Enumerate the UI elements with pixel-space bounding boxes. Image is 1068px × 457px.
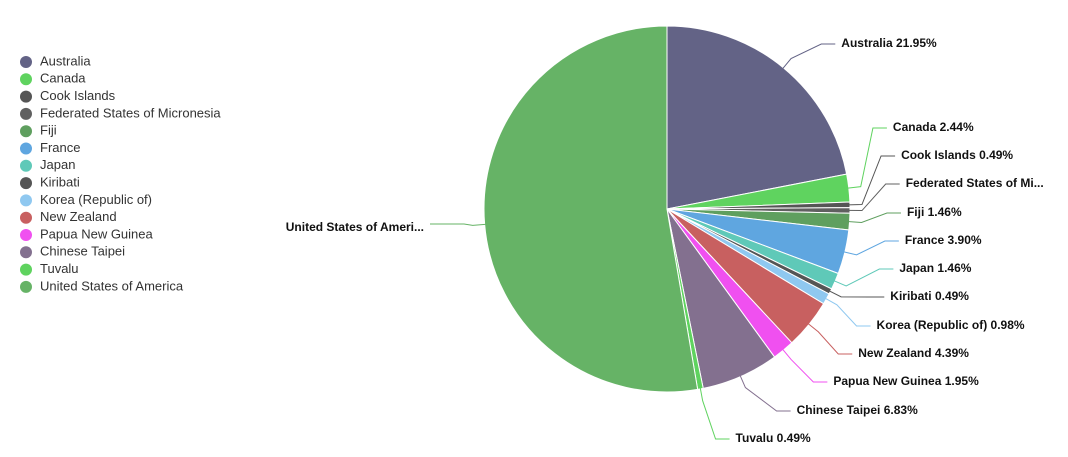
legend-marker: [20, 159, 32, 172]
leader-line: [824, 297, 871, 327]
leader-line: [833, 268, 894, 287]
leader-line: [781, 43, 836, 70]
data-label: United States of Ameri...: [286, 220, 424, 234]
legend-label: United States of America: [40, 278, 184, 293]
legend-label: Australia: [40, 53, 91, 68]
data-label: Japan 1.46%: [899, 261, 971, 275]
leader-line: [807, 322, 853, 355]
legend-label: Fiji: [40, 123, 57, 138]
data-label: Korea (Republic of) 0.98%: [877, 318, 1025, 332]
leader-line: [699, 386, 730, 440]
data-label: Kiribati 0.49%: [890, 289, 969, 303]
legend-marker: [20, 263, 32, 276]
data-label: Tuvalu 0.49%: [736, 431, 811, 445]
legend-marker: [20, 142, 32, 155]
data-label: Canada 2.44%: [893, 120, 974, 134]
data-label: Chinese Taipei 6.83%: [797, 403, 918, 417]
leader-line: [847, 212, 901, 223]
leader-line: [847, 183, 900, 212]
legend-label: Federated States of Micronesia: [40, 105, 221, 120]
legend-marker: [20, 177, 32, 190]
leader-line: [739, 374, 791, 412]
legend-marker: [20, 280, 32, 293]
legend-marker: [20, 90, 32, 103]
legend-label: Chinese Taipei: [40, 244, 125, 259]
legend-marker: [20, 211, 32, 224]
data-label: Federated States of Mi...: [906, 176, 1044, 190]
legend-marker: [20, 107, 32, 120]
data-label: Cook Islands 0.49%: [901, 148, 1013, 162]
leader-line: [781, 348, 828, 383]
leader-line: [828, 290, 885, 298]
leader-line: [430, 223, 487, 226]
legend-marker: [20, 229, 32, 241]
legend-marker: [20, 56, 32, 68]
leader-line: [846, 127, 887, 189]
legend-label: Papua New Guinea: [40, 226, 154, 241]
legend-label: Kiribati: [40, 175, 80, 190]
legend-marker: [20, 194, 32, 207]
legend-label: France: [40, 140, 80, 155]
legend-label: Canada: [40, 71, 86, 86]
legend-marker: [20, 246, 32, 259]
legend-label: Cook Islands: [40, 88, 116, 103]
legend-label: New Zealand: [40, 209, 117, 224]
legend-marker: [20, 73, 32, 86]
data-label: Papua New Guinea 1.95%: [833, 374, 979, 388]
data-label: France 3.90%: [905, 233, 982, 247]
legend-label: Japan: [40, 157, 75, 172]
data-label: New Zealand 4.39%: [858, 346, 969, 360]
leader-line: [847, 155, 896, 206]
data-label: Australia 21.95%: [841, 36, 937, 50]
legend-marker: [20, 125, 32, 138]
legend-label: Tuvalu: [40, 261, 79, 276]
pie-slice: [483, 25, 699, 393]
data-label: Fiji 1.46%: [907, 205, 962, 219]
leader-line: [842, 240, 899, 256]
legend-label: Korea (Republic of): [40, 192, 152, 207]
